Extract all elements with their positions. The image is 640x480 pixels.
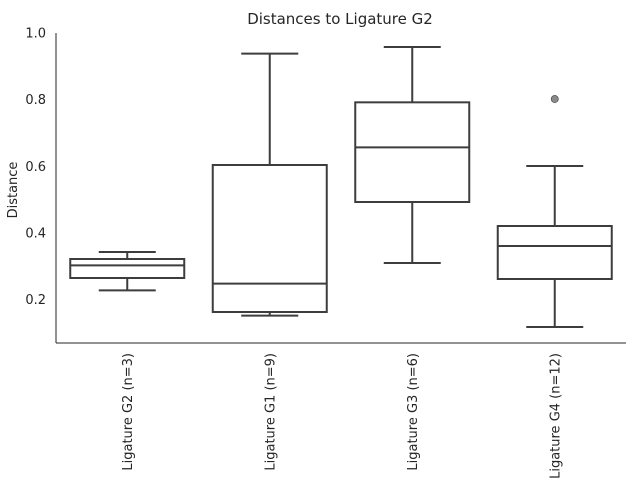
box-1 [69,251,186,292]
y-tick-label: 0.2 [25,293,46,308]
boxes-group [69,46,613,328]
y-tick-label: 0.8 [25,93,46,108]
box-2 [211,52,328,317]
x-axis-ticks: Ligature G2 (n=3) Ligature G1 (n=9) Ligatu… [121,353,564,479]
box-3 [354,46,471,264]
y-tick-label: 0.6 [25,160,46,175]
chart-title: Distances to Ligature G2 [247,10,433,28]
x-tick-label: Ligature G2 (n=3) [121,353,136,471]
x-tick-label: Ligature G3 (n=6) [406,353,421,471]
y-axis-ticks: 0.2 0.4 0.6 0.8 1.0 [25,27,46,309]
x-tick-label: Ligature G4 (n=12) [548,353,563,479]
box-4 [496,95,613,328]
iqr-box [69,258,186,279]
outlier-point [550,95,559,103]
y-tick-label: 1.0 [25,27,46,42]
y-tick-label: 0.4 [25,227,46,242]
iqr-box [496,225,613,280]
iqr-box [211,164,328,313]
y-axis-label: Distance [6,162,21,219]
iqr-box [354,101,471,203]
x-tick-label: Ligature G1 (n=9) [263,353,278,471]
